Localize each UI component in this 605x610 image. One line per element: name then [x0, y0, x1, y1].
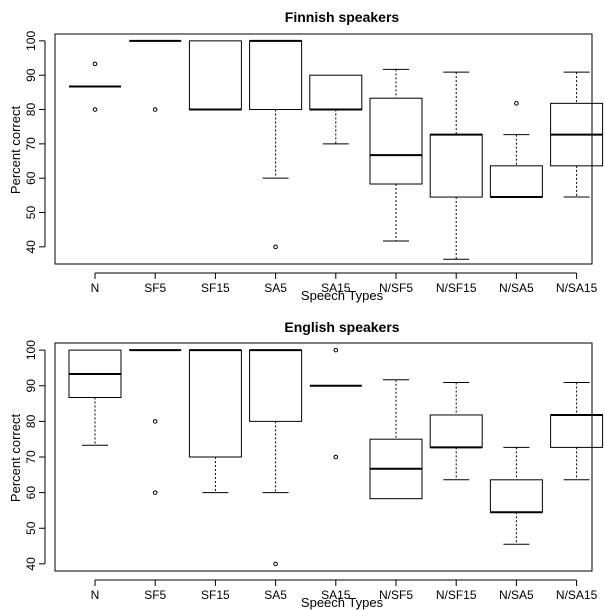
x-tick-label: N/SA15	[556, 588, 598, 602]
x-tick-label: N	[91, 281, 100, 295]
chart-title: Finnish speakers	[285, 9, 400, 25]
outlier-point	[92, 61, 98, 67]
y-tick-label: 60	[24, 171, 38, 185]
y-tick-label: 70	[24, 450, 38, 464]
box-SF15	[188, 349, 242, 458]
box-N/SF15	[429, 134, 483, 198]
y-tick-label: 80	[24, 103, 38, 117]
x-tick-label: SF15	[201, 588, 230, 602]
x-tick-label: N/SA5	[499, 588, 534, 602]
x-tick-label: SF5	[144, 281, 166, 295]
y-tick-label: 40	[24, 240, 38, 254]
x-tick-label: N/SA15	[556, 281, 598, 295]
x-tick-label: SF15	[201, 281, 230, 295]
y-tick-label: 90	[24, 379, 38, 393]
x-tick-label: SA15	[321, 281, 351, 295]
y-tick-label: 100	[24, 31, 38, 51]
box-N/SA5	[489, 165, 543, 198]
x-axis-label: Speech Types	[301, 595, 384, 610]
y-tick-label: 100	[24, 340, 38, 360]
chart-title: English speakers	[284, 319, 399, 335]
x-tick-label: N/SF15	[436, 281, 477, 295]
box-N/SA5	[489, 479, 543, 513]
x-tick-label: SA5	[264, 588, 287, 602]
box-SA5	[249, 349, 303, 422]
outlier-point	[92, 107, 98, 112]
y-axis-label: Percent correct	[8, 106, 23, 195]
y-tick-label: 50	[24, 521, 38, 535]
outlier-point	[333, 454, 339, 460]
x-tick-label: N/SF5	[379, 588, 413, 602]
outlier-point	[333, 347, 339, 353]
box-SF15	[188, 40, 242, 111]
box-N/SA15	[550, 414, 604, 448]
y-tick-label: 50	[24, 206, 38, 220]
y-tick-label: 80	[24, 414, 38, 428]
box-SA15	[309, 74, 363, 111]
x-tick-label: SA5	[264, 281, 287, 295]
outlier-point	[273, 561, 278, 567]
y-tick-label: 40	[24, 557, 38, 571]
chart-panel-finnish: Finnish speakers Speech Types Percent co…	[8, 9, 604, 303]
box-SA5	[249, 40, 303, 111]
outlier-point	[152, 490, 158, 495]
x-tick-label: N/SA5	[499, 281, 534, 295]
chart-panel-english: English speakers Speech Types Percent co…	[8, 319, 604, 610]
outlier-point	[514, 101, 519, 106]
x-tick-label: N/SF15	[436, 588, 477, 602]
y-tick-label: 60	[24, 486, 38, 500]
outlier-point	[152, 107, 158, 112]
x-tick-label: N	[91, 588, 100, 602]
x-tick-label: N/SF5	[379, 281, 413, 295]
y-tick-label: 90	[24, 68, 38, 82]
y-axis-label: Percent correct	[8, 414, 23, 503]
y-tick-label: 70	[24, 137, 38, 151]
plot-frame	[54, 342, 593, 572]
plot-frame	[54, 33, 593, 265]
box-N/SF15	[429, 414, 483, 448]
x-tick-label: SA15	[321, 588, 351, 602]
outlier-point	[152, 419, 158, 424]
x-tick-label: SF5	[144, 588, 166, 602]
outlier-point	[273, 244, 278, 250]
x-axis-label: Speech Types	[301, 288, 384, 303]
box-N/SF5	[369, 97, 423, 185]
